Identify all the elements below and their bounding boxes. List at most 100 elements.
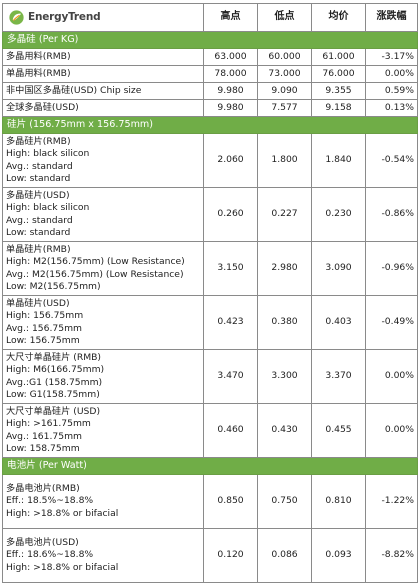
- change-pct-cell: -0.54%: [365, 133, 418, 188]
- table-row: 多晶硅片(RMB) High: black silicon Avg.: standa…: [2, 133, 418, 188]
- section-title: 电池片 (Per Watt): [2, 457, 418, 475]
- product-spec: Avg.: M2(156.75mm) (Low Resistance): [6, 268, 184, 280]
- high-price-cell: 0.460: [203, 403, 258, 458]
- table-row: 大尺寸单晶硅片 (USD) High: >161.75mm Avg.: 161.75…: [2, 403, 418, 458]
- change-pct-cell: -1.22%: [365, 474, 418, 529]
- change-pct-cell: 0.00%: [365, 65, 418, 83]
- product-spec: High: M6(166.75mm): [6, 364, 105, 375]
- product-spec: High: M2(156.75mm) (Low Resistance): [6, 256, 185, 267]
- col-header-avg: 均价: [311, 3, 366, 32]
- section-header-row: 多晶硅 (Per KG): [2, 31, 418, 49]
- product-spec: High: black silicon: [6, 202, 90, 213]
- avg-price-cell: 1.840: [311, 133, 366, 188]
- product-spec: Eff.: 18.6%~18.8%: [6, 549, 94, 561]
- section-header-row: 硅片 (156.75mm x 156.75mm): [2, 116, 418, 134]
- avg-price-cell: 0.230: [311, 187, 366, 242]
- product-name-cell: 全球多晶硅(USD): [2, 99, 204, 117]
- product-name: 多晶电池片(USD): [6, 536, 79, 548]
- table-row: 多晶电池片(RMB) Eff.: 18.5%~18.8% High: >18.8% …: [2, 474, 418, 529]
- product-name-cell: 多晶电池片(USD) Eff.: 18.6%~18.8% High: >18.8% …: [2, 528, 204, 583]
- change-pct-cell: -3.17%: [365, 48, 418, 66]
- brand-name: EnergyTrend: [28, 11, 101, 24]
- product-name: 多晶硅片(RMB): [6, 135, 71, 147]
- product-name: 非中国区多晶硅(USD) Chip size: [6, 84, 142, 96]
- change-pct-cell: 0.59%: [365, 82, 418, 100]
- product-name-cell: 单晶用料(RMB): [2, 65, 204, 83]
- product-spec: Low: standard: [6, 227, 71, 238]
- energytrend-logo: EnergyTrend: [9, 10, 200, 25]
- product-name: 多晶用料(RMB): [6, 50, 71, 62]
- avg-price-cell: 9.355: [311, 82, 366, 100]
- product-name: 全球多晶硅(USD): [6, 101, 79, 113]
- product-name-cell: 多晶用料(RMB): [2, 48, 204, 66]
- change-pct-cell: -0.86%: [365, 187, 418, 242]
- table-row: 大尺寸单晶硅片 (RMB) High: M6(166.75mm) Avg.:G1 (…: [2, 349, 418, 404]
- low-price-cell: 73.000: [257, 65, 312, 83]
- table-row: 非中国区多晶硅(USD) Chip size 9.980 9.090 9.355 0.5…: [2, 82, 418, 100]
- product-spec: Avg.: 161.75mm: [6, 430, 82, 442]
- high-price-cell: 3.150: [203, 241, 258, 296]
- leaf-icon: [9, 10, 24, 25]
- product-spec: Low: 156.75mm: [6, 335, 80, 346]
- high-price-cell: 0.120: [203, 528, 258, 583]
- table-header-row: EnergyTrend 高点 低点 均价 涨跌幅: [2, 3, 418, 32]
- product-spec: High: >18.8% or bifacial: [6, 561, 119, 573]
- product-name-cell: 非中国区多晶硅(USD) Chip size: [2, 82, 204, 100]
- product-name: 大尺寸单晶硅片 (RMB): [6, 351, 102, 363]
- avg-price-cell: 0.455: [311, 403, 366, 458]
- low-price-cell: 7.577: [257, 99, 312, 117]
- change-pct-cell: 0.00%: [365, 403, 418, 458]
- high-price-cell: 9.980: [203, 99, 258, 117]
- avg-price-cell: 0.403: [311, 295, 366, 350]
- product-name-cell: 多晶电池片(RMB) Eff.: 18.5%~18.8% High: >18.8% …: [2, 474, 204, 529]
- avg-price-cell: 3.090: [311, 241, 366, 296]
- avg-price-cell: 9.158: [311, 99, 366, 117]
- section-header-row: 电池片 (Per Watt): [2, 457, 418, 475]
- product-spec: Avg.: 156.75mm: [6, 322, 82, 334]
- low-price-cell: 3.300: [257, 349, 312, 404]
- product-spec: High: >161.75mm: [6, 418, 91, 429]
- product-name-cell: 大尺寸单晶硅片 (RMB) High: M6(166.75mm) Avg.:G1 (…: [2, 349, 204, 404]
- high-price-cell: 0.850: [203, 474, 258, 529]
- table-row: 单晶用料(RMB) 78.000 73.000 76.000 0.00%: [2, 65, 418, 83]
- avg-price-cell: 76.000: [311, 65, 366, 83]
- price-table: EnergyTrend 高点 低点 均价 涨跌幅 多晶硅 (Per KG) 多晶用…: [2, 3, 418, 583]
- low-price-cell: 0.430: [257, 403, 312, 458]
- product-spec: Low: 158.75mm: [6, 443, 80, 454]
- product-name-cell: 单晶硅片(USD) High: 156.75mm Avg.: 156.75mm Low…: [2, 295, 204, 350]
- avg-price-cell: 61.000: [311, 48, 366, 66]
- product-name: 单晶硅片(RMB): [6, 243, 71, 255]
- change-pct-cell: 0.00%: [365, 349, 418, 404]
- product-spec: Avg.: standard: [6, 160, 73, 172]
- section-title: 多晶硅 (Per KG): [2, 31, 418, 49]
- product-name-cell: 多晶硅片(USD) High: black silicon Avg.: standa…: [2, 187, 204, 242]
- product-name-cell: 多晶硅片(RMB) High: black silicon Avg.: standa…: [2, 133, 204, 188]
- change-pct-cell: -0.96%: [365, 241, 418, 296]
- change-pct-cell: -0.49%: [365, 295, 418, 350]
- product-spec: Low: G1(158.75mm): [6, 389, 100, 400]
- high-price-cell: 3.470: [203, 349, 258, 404]
- low-price-cell: 0.380: [257, 295, 312, 350]
- high-price-cell: 2.060: [203, 133, 258, 188]
- table-row: 多晶用料(RMB) 63.000 60.000 61.000 -3.17%: [2, 48, 418, 66]
- product-name-cell: 单晶硅片(RMB) High: M2(156.75mm) (Low Resista…: [2, 241, 204, 296]
- low-price-cell: 60.000: [257, 48, 312, 66]
- high-price-cell: 9.980: [203, 82, 258, 100]
- logo-cell: EnergyTrend: [2, 3, 204, 32]
- product-name: 单晶用料(RMB): [6, 67, 71, 79]
- product-spec: Low: standard: [6, 173, 71, 184]
- avg-price-cell: 0.093: [311, 528, 366, 583]
- product-name: 多晶硅片(USD): [6, 189, 70, 201]
- col-header-low: 低点: [257, 3, 312, 32]
- change-pct-cell: -8.82%: [365, 528, 418, 583]
- table-row: 全球多晶硅(USD) 9.980 7.577 9.158 0.13%: [2, 99, 418, 117]
- low-price-cell: 0.086: [257, 528, 312, 583]
- change-pct-cell: 0.13%: [365, 99, 418, 117]
- table-row: 单晶硅片(RMB) High: M2(156.75mm) (Low Resista…: [2, 241, 418, 296]
- low-price-cell: 9.090: [257, 82, 312, 100]
- product-spec: High: black silicon: [6, 148, 90, 159]
- product-name-cell: 大尺寸单晶硅片 (USD) High: >161.75mm Avg.: 161.75…: [2, 403, 204, 458]
- high-price-cell: 78.000: [203, 65, 258, 83]
- avg-price-cell: 0.810: [311, 474, 366, 529]
- col-header-change: 涨跌幅: [365, 3, 418, 32]
